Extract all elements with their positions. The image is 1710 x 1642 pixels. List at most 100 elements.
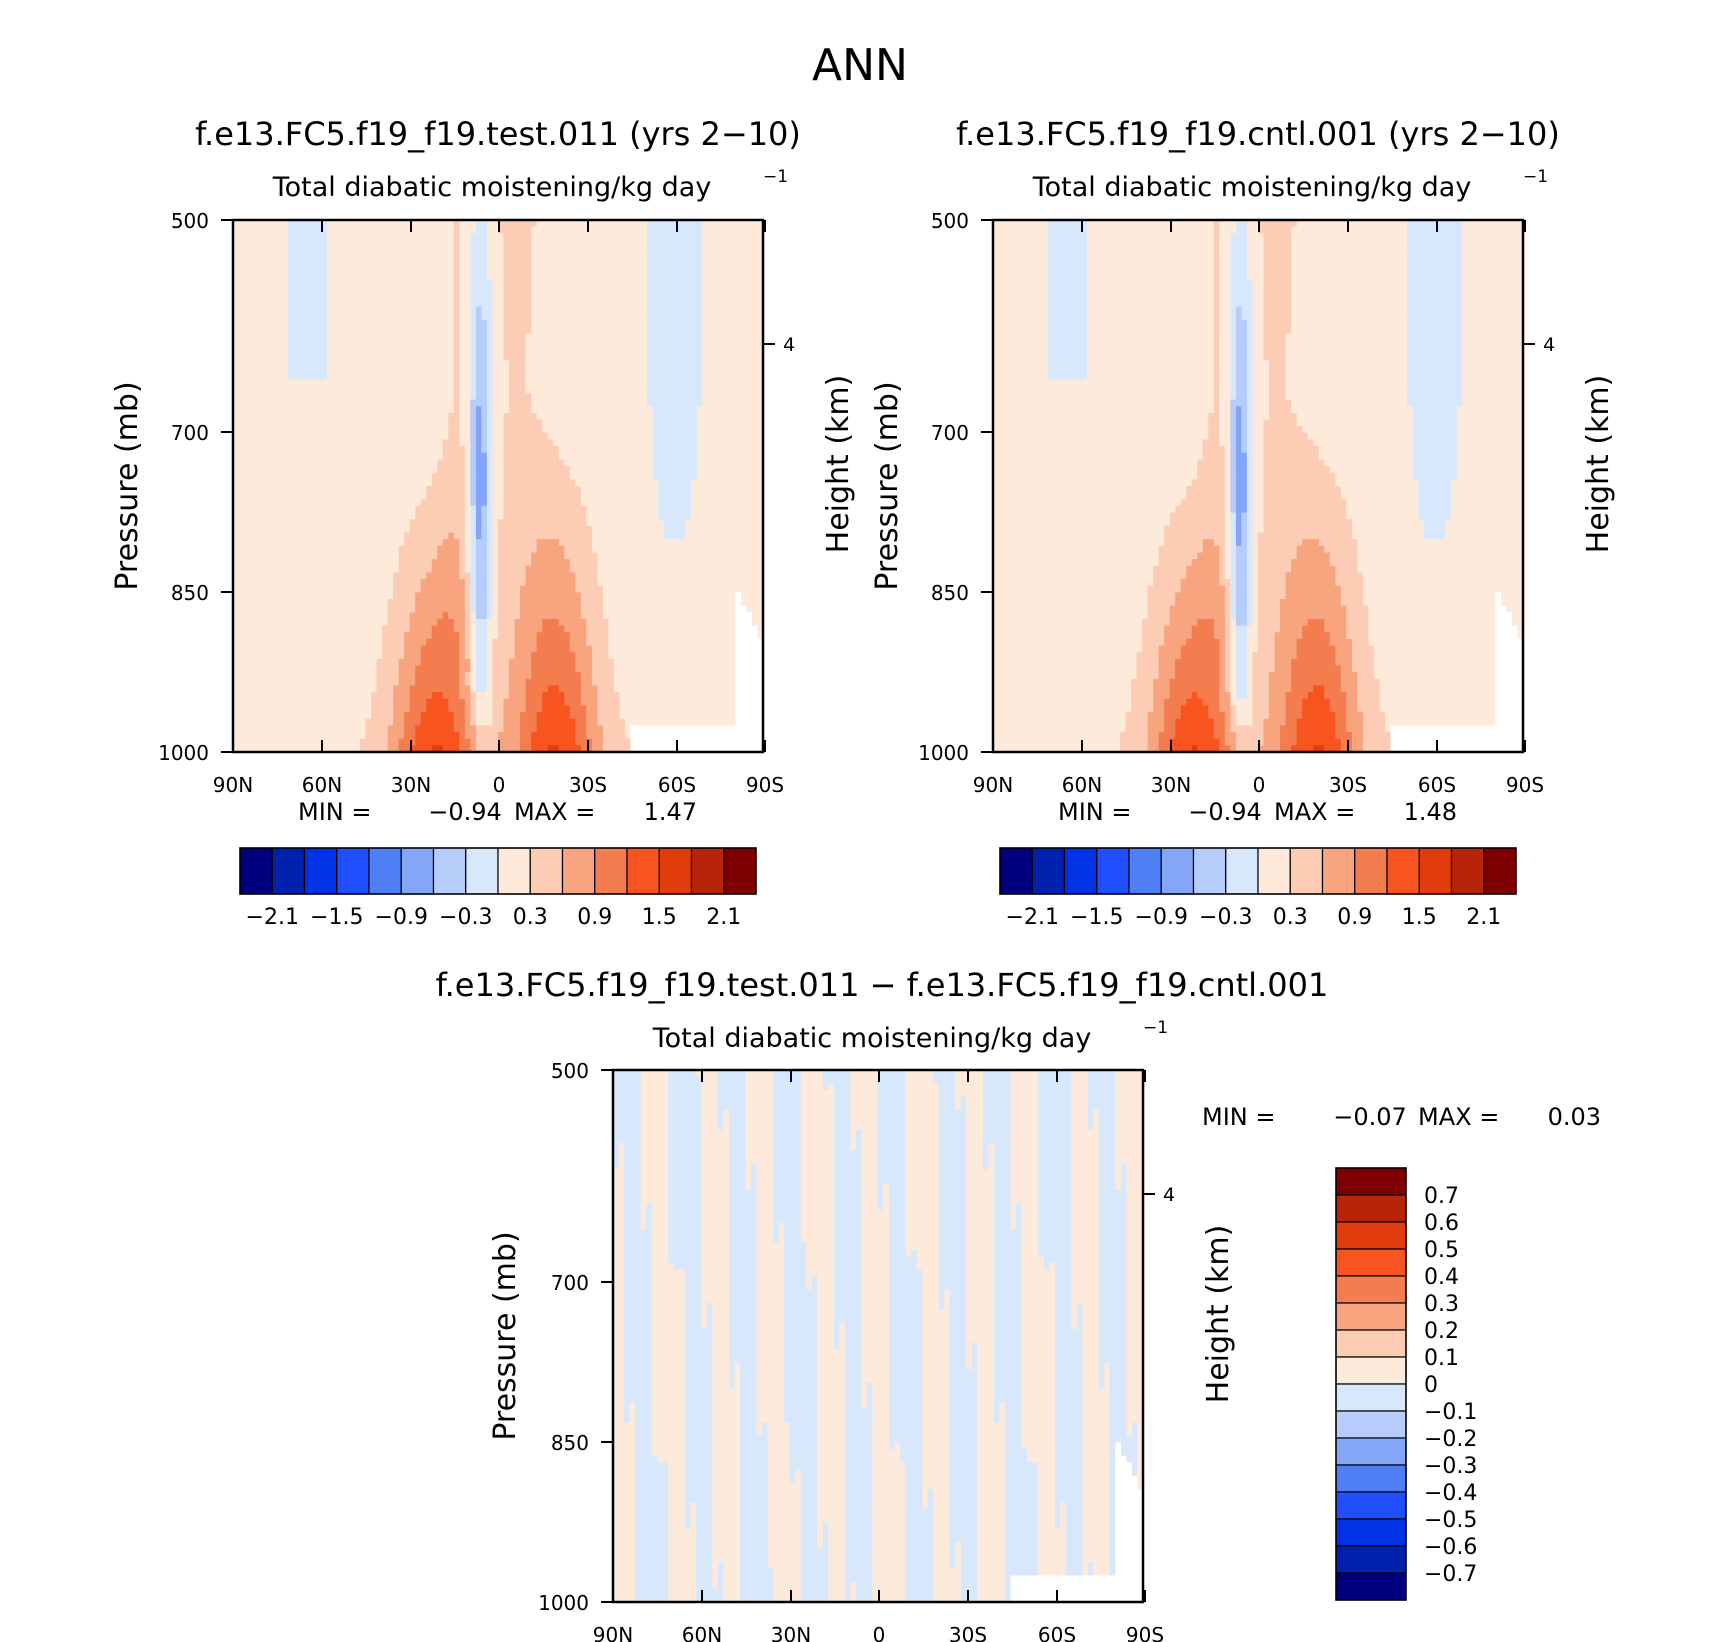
contour-cell [498, 419, 505, 427]
contour-cell [249, 286, 256, 294]
contour-cell [426, 539, 433, 547]
contour-cell [244, 472, 251, 480]
contour-cell [382, 293, 389, 301]
contour-cell [757, 406, 764, 414]
contour-cell [415, 392, 422, 401]
contour-cell [641, 233, 648, 241]
contour-cell [260, 472, 267, 480]
contour-cell [437, 452, 444, 460]
contour-cell [371, 359, 378, 367]
contour-cell [437, 426, 444, 434]
contour-cell [486, 459, 494, 467]
contour-cell [602, 412, 610, 421]
contour-cell [569, 266, 576, 274]
contour-cell [580, 233, 587, 241]
contour-cell [453, 432, 460, 441]
contour-cell [724, 446, 731, 454]
contour-cell [641, 525, 648, 534]
contour-cell [641, 412, 648, 421]
contour-cell [343, 539, 350, 547]
contour-cell [282, 359, 289, 367]
contour-cell [547, 472, 554, 480]
contour-cell [586, 545, 593, 554]
contour-cell [553, 559, 560, 567]
contour-cell [547, 525, 554, 534]
contour-cell [520, 239, 527, 248]
contour-cell [426, 253, 433, 261]
contour-cell [448, 499, 455, 507]
contour-cell [558, 379, 565, 387]
contour-cell [707, 359, 714, 367]
contour-cell [382, 246, 389, 254]
contour-cell [608, 313, 615, 321]
contour-cell [525, 273, 532, 281]
contour-cell [531, 532, 538, 540]
contour-cell [293, 412, 300, 421]
contour-cell [420, 319, 427, 327]
contour-cell [729, 319, 736, 327]
contour-cell [343, 552, 350, 560]
contour-cell [238, 559, 245, 567]
contour-cell [420, 505, 427, 514]
contour-cell [746, 505, 753, 514]
contour-cell [453, 486, 460, 494]
contour-cell [376, 559, 383, 567]
contour-cell [724, 426, 731, 434]
contour-cell [326, 539, 333, 547]
contour-cell [740, 505, 748, 514]
contour-cell [580, 399, 587, 407]
contour-cell [520, 226, 527, 234]
contour-cell [608, 326, 615, 334]
contour-cell [354, 525, 361, 534]
contour-cell [398, 286, 405, 294]
contour-cell [315, 346, 322, 354]
contour-cell [602, 466, 610, 474]
contour-cell [663, 552, 670, 560]
contour-cell [299, 519, 306, 527]
contour-cell [249, 246, 256, 254]
contour-cell [718, 233, 725, 241]
contour-cell [680, 366, 687, 374]
contour-cell [420, 432, 427, 441]
contour-cell [464, 525, 471, 534]
contour-cell [641, 372, 648, 381]
contour-cell [442, 313, 449, 321]
contour-cell [255, 279, 262, 288]
contour-cell [299, 333, 306, 341]
contour-cell [575, 346, 582, 354]
contour-cell [685, 545, 692, 554]
contour-cell [757, 532, 764, 540]
contour-cell [729, 559, 736, 567]
contour-cell [641, 299, 648, 308]
contour-cell [299, 220, 306, 228]
contour-cell [536, 519, 543, 527]
contour-cell [238, 246, 245, 254]
contour-cell [624, 259, 632, 268]
contour-cell [271, 359, 278, 367]
contour-cell [486, 386, 494, 394]
contour-cell [420, 379, 427, 387]
contour-cell [398, 419, 405, 427]
contour-cell [233, 512, 240, 520]
contour-cell [459, 559, 466, 567]
contour-cell [387, 459, 394, 467]
contour-cell [735, 233, 742, 241]
contour-cell [580, 346, 587, 354]
contour-cell [724, 326, 731, 334]
contour-cell [751, 446, 759, 454]
contour-cell [321, 492, 328, 500]
contour-cell [310, 326, 317, 334]
contour-cell [591, 266, 598, 274]
contour-cell [514, 386, 521, 394]
contour-cell [260, 446, 267, 454]
contour-cell [393, 339, 400, 347]
contour-cell [525, 386, 532, 394]
contour-cell [498, 333, 505, 341]
contour-cell [409, 246, 416, 254]
contour-cell [310, 466, 317, 474]
contour-cell [404, 459, 411, 467]
contour-cell [321, 299, 328, 308]
contour-cell [558, 333, 565, 341]
contour-cell [398, 266, 405, 274]
